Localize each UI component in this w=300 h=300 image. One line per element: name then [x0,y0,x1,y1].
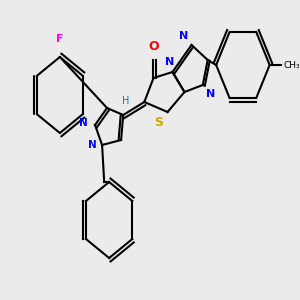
Text: N: N [179,31,189,41]
Text: N: N [79,118,88,128]
Text: F: F [56,34,64,44]
Text: H: H [122,95,129,106]
Text: CH₃: CH₃ [284,61,300,70]
Text: S: S [154,116,163,129]
Text: N: N [88,140,97,150]
Text: N: N [206,89,215,99]
Text: O: O [148,40,159,53]
Text: N: N [165,57,174,67]
